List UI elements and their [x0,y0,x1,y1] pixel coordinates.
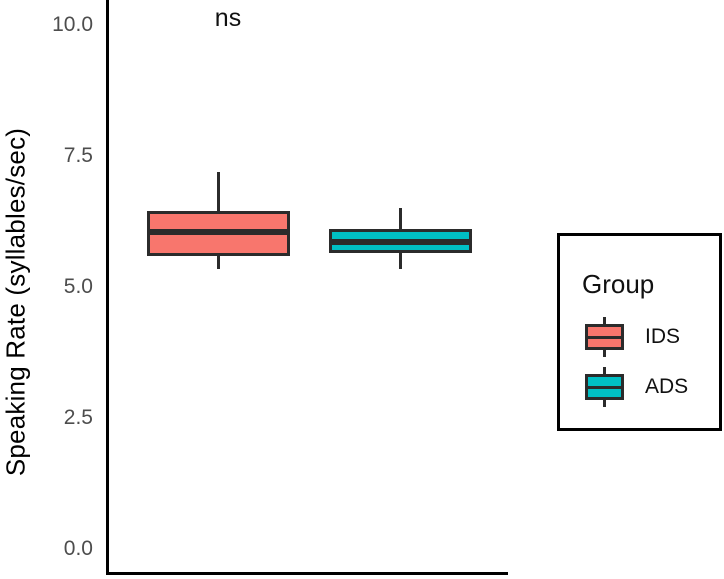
ids-boxplot-key-icon [585,317,624,357]
ads-boxplot-key-icon [585,367,624,407]
y-tick-label: 7.5 [63,144,93,167]
box-ads [328,229,472,253]
y-tick-label: 0.0 [63,537,93,560]
x-axis-line [106,572,508,575]
y-tick-label: 10.0 [52,13,93,36]
y-axis-line [106,0,109,575]
significance-annotation: ns [214,4,242,32]
key-median-line [585,335,624,339]
legend-label-ids: IDS [645,325,681,348]
median-ads [331,239,469,246]
y-tick-label: 5.0 [63,275,93,298]
median-ids [150,228,287,235]
y-tick-label: 2.5 [63,406,93,429]
legend-item-ids: IDS [585,317,680,357]
box-ids [147,211,290,256]
legend-item-ads: ADS [585,367,688,407]
legend: Group IDS ADS [557,233,722,431]
key-median-line [585,385,624,389]
legend-title: Group [582,269,655,299]
legend-label-ads: ADS [645,375,689,398]
